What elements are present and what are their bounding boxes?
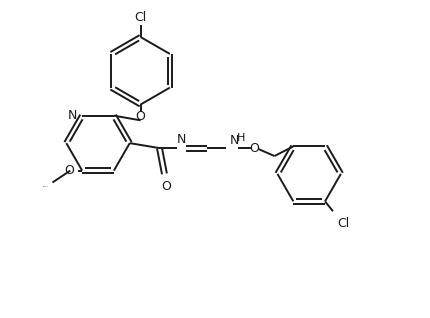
Text: O: O: [136, 110, 146, 123]
Text: Cl: Cl: [337, 217, 349, 230]
Text: N: N: [230, 134, 239, 147]
Text: O: O: [250, 142, 260, 155]
Text: N: N: [177, 133, 186, 146]
Text: methoxy: methoxy: [43, 186, 49, 187]
Text: H: H: [237, 133, 245, 143]
Text: O: O: [162, 180, 172, 193]
Text: Cl: Cl: [135, 11, 147, 24]
Text: N: N: [68, 109, 77, 122]
Text: O: O: [64, 164, 74, 177]
